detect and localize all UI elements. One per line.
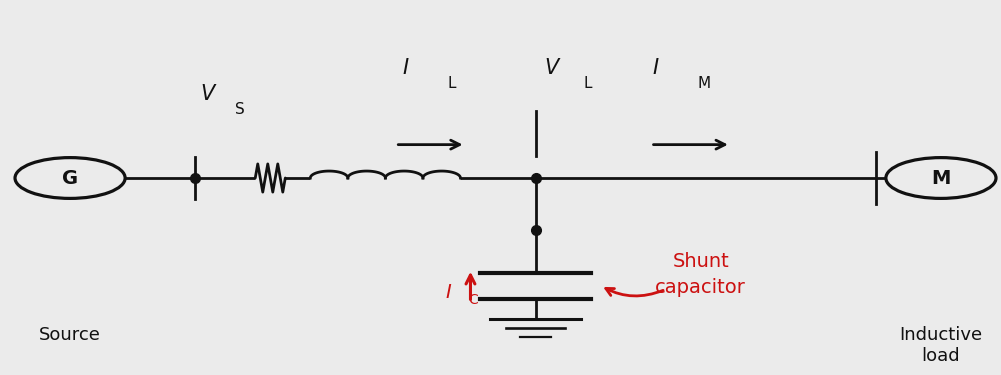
Text: $\it{I}$: $\it{I}$: [445, 284, 452, 303]
Text: G: G: [62, 168, 78, 188]
Text: $\it{I}$: $\it{I}$: [652, 58, 660, 78]
FancyArrowPatch shape: [606, 288, 663, 296]
Text: Inductive
load: Inductive load: [899, 326, 983, 365]
Text: S: S: [235, 102, 245, 117]
Text: Source: Source: [39, 326, 101, 344]
Text: capacitor: capacitor: [656, 278, 746, 297]
Circle shape: [886, 158, 996, 198]
Text: $\it{I}$: $\it{I}$: [401, 58, 409, 78]
Text: L: L: [447, 76, 455, 91]
Text: Shunt: Shunt: [673, 252, 729, 271]
Text: $\it{V}$: $\it{V}$: [200, 84, 217, 104]
Circle shape: [15, 158, 125, 198]
Text: M: M: [931, 168, 951, 188]
Text: M: M: [698, 76, 711, 91]
Text: $\it{V}$: $\it{V}$: [544, 58, 561, 78]
Text: L: L: [584, 76, 592, 91]
Text: C: C: [468, 293, 478, 308]
